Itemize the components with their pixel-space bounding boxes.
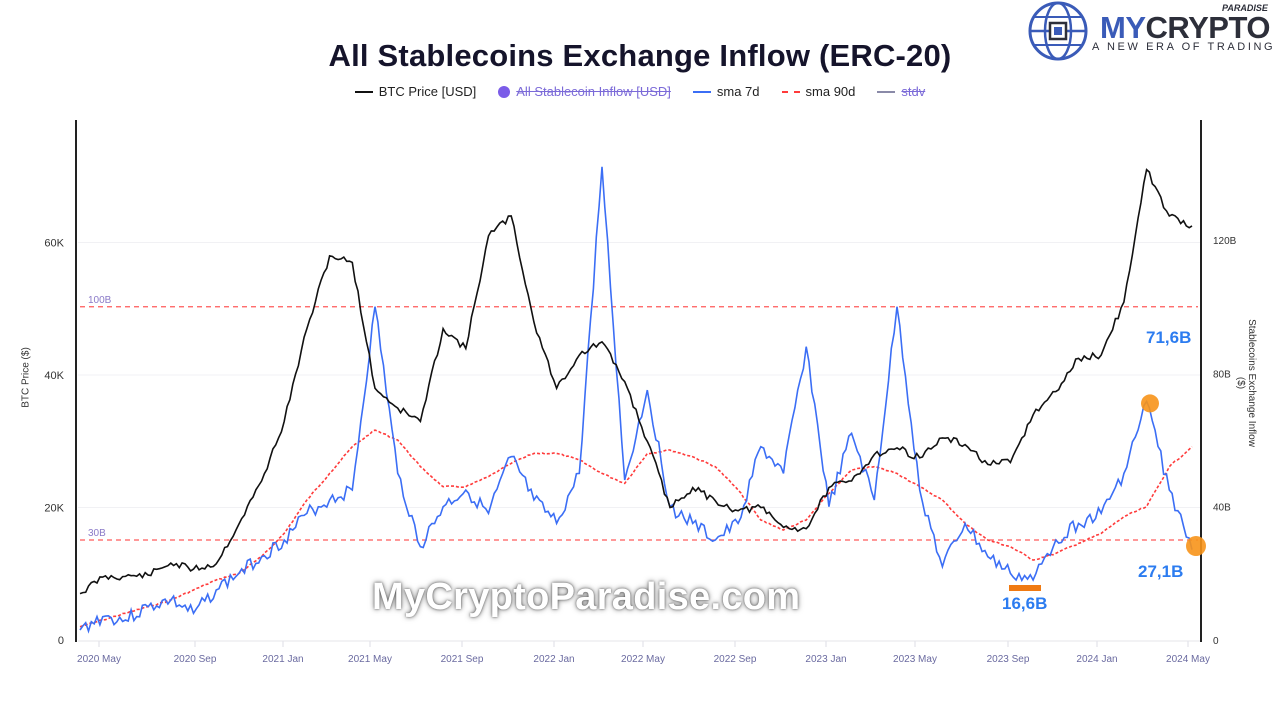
legend-item-stablecoin-inflow[interactable]: All Stablecoin Inflow [USD] bbox=[498, 84, 671, 99]
peak-marker-circle bbox=[1141, 394, 1159, 413]
x-tick-label: 2021 May bbox=[348, 654, 392, 665]
legend-label: All Stablecoin Inflow [USD] bbox=[516, 84, 671, 99]
reference-line-label: 30B bbox=[88, 528, 106, 539]
watermark-text: MyCryptoParadise.com bbox=[372, 576, 801, 618]
x-tick-label: 2020 May bbox=[77, 654, 121, 665]
low-annotation-label: 16,6B bbox=[1002, 594, 1048, 613]
logo-brand-text: MYCRYPTO bbox=[1100, 10, 1270, 45]
legend-item-sma-90d[interactable]: sma 90d bbox=[781, 84, 856, 99]
x-tick-label: 2022 Sep bbox=[714, 654, 757, 665]
line-swatch-icon bbox=[692, 90, 711, 93]
left-tick-label: 40K bbox=[44, 370, 64, 382]
globe-circuit-icon bbox=[1028, 1, 1088, 61]
sma-90d-line bbox=[79, 429, 1193, 628]
legend-label: stdv bbox=[901, 84, 926, 99]
x-tick-label: 2023 Jan bbox=[805, 654, 846, 665]
x-tick-label: 2021 Sep bbox=[441, 654, 484, 665]
x-tick-label: 2022 May bbox=[621, 654, 665, 665]
legend-label: sma 90d bbox=[805, 84, 856, 99]
peak-annotation-label: 71,6B bbox=[1146, 328, 1192, 347]
legend-item-btc-price[interactable]: BTC Price [USD] bbox=[354, 84, 477, 99]
right-tick-label: 80B bbox=[1213, 369, 1231, 380]
right-tick-label: 120B bbox=[1213, 236, 1237, 247]
chart-legend: BTC Price [USD] All Stablecoin Inflow [U… bbox=[0, 84, 1280, 99]
left-tick-label: 60K bbox=[44, 238, 64, 250]
legend-label: BTC Price [USD] bbox=[378, 84, 477, 99]
right-tick-label: 0 bbox=[1213, 636, 1219, 647]
left-tick-label: 0 bbox=[58, 635, 64, 647]
brand-logo: PARADISE MYCRYPTO A NEW ERA OF TRADING bbox=[1024, 0, 1280, 62]
left-axis-title: BTC Price ($) bbox=[20, 347, 32, 408]
logo-tagline: A NEW ERA OF TRADING bbox=[1092, 41, 1276, 53]
current-annotation-label: 27,1B bbox=[1138, 562, 1184, 581]
left-tick-label: 20K bbox=[44, 503, 64, 515]
btc-price-line bbox=[79, 168, 1193, 595]
line-swatch-icon bbox=[354, 90, 373, 93]
low-marker-bar bbox=[1009, 585, 1041, 591]
legend-item-stdv[interactable]: stdv bbox=[877, 84, 925, 99]
dot-swatch-icon bbox=[498, 85, 511, 98]
x-tick-label: 2022 Jan bbox=[533, 654, 574, 665]
line-swatch-icon bbox=[877, 90, 896, 93]
x-tick-label: 2024 Jan bbox=[1076, 654, 1117, 665]
reference-line-label: 100B bbox=[88, 295, 112, 306]
x-tick-label: 2024 May bbox=[1166, 654, 1210, 665]
logo-paradise-text: PARADISE bbox=[1222, 3, 1268, 13]
right-tick-label: 40B bbox=[1213, 503, 1231, 514]
chart-title: All Stablecoins Exchange Inflow (ERC-20) bbox=[328, 38, 952, 73]
dashed-line-swatch-icon bbox=[781, 90, 800, 93]
x-tick-label: 2021 Jan bbox=[262, 654, 303, 665]
current-marker-circle bbox=[1186, 536, 1206, 556]
sma-7d-line bbox=[79, 166, 1193, 634]
x-tick-label: 2023 May bbox=[893, 654, 937, 665]
legend-label: sma 7d bbox=[716, 84, 760, 99]
x-tick-label: 2023 Sep bbox=[987, 654, 1030, 665]
right-axis-title: Stablecoins Exchange Inflow ($) bbox=[1235, 319, 1257, 447]
legend-item-sma-7d[interactable]: sma 7d bbox=[692, 84, 760, 99]
x-tick-label: 2020 Sep bbox=[174, 654, 217, 665]
